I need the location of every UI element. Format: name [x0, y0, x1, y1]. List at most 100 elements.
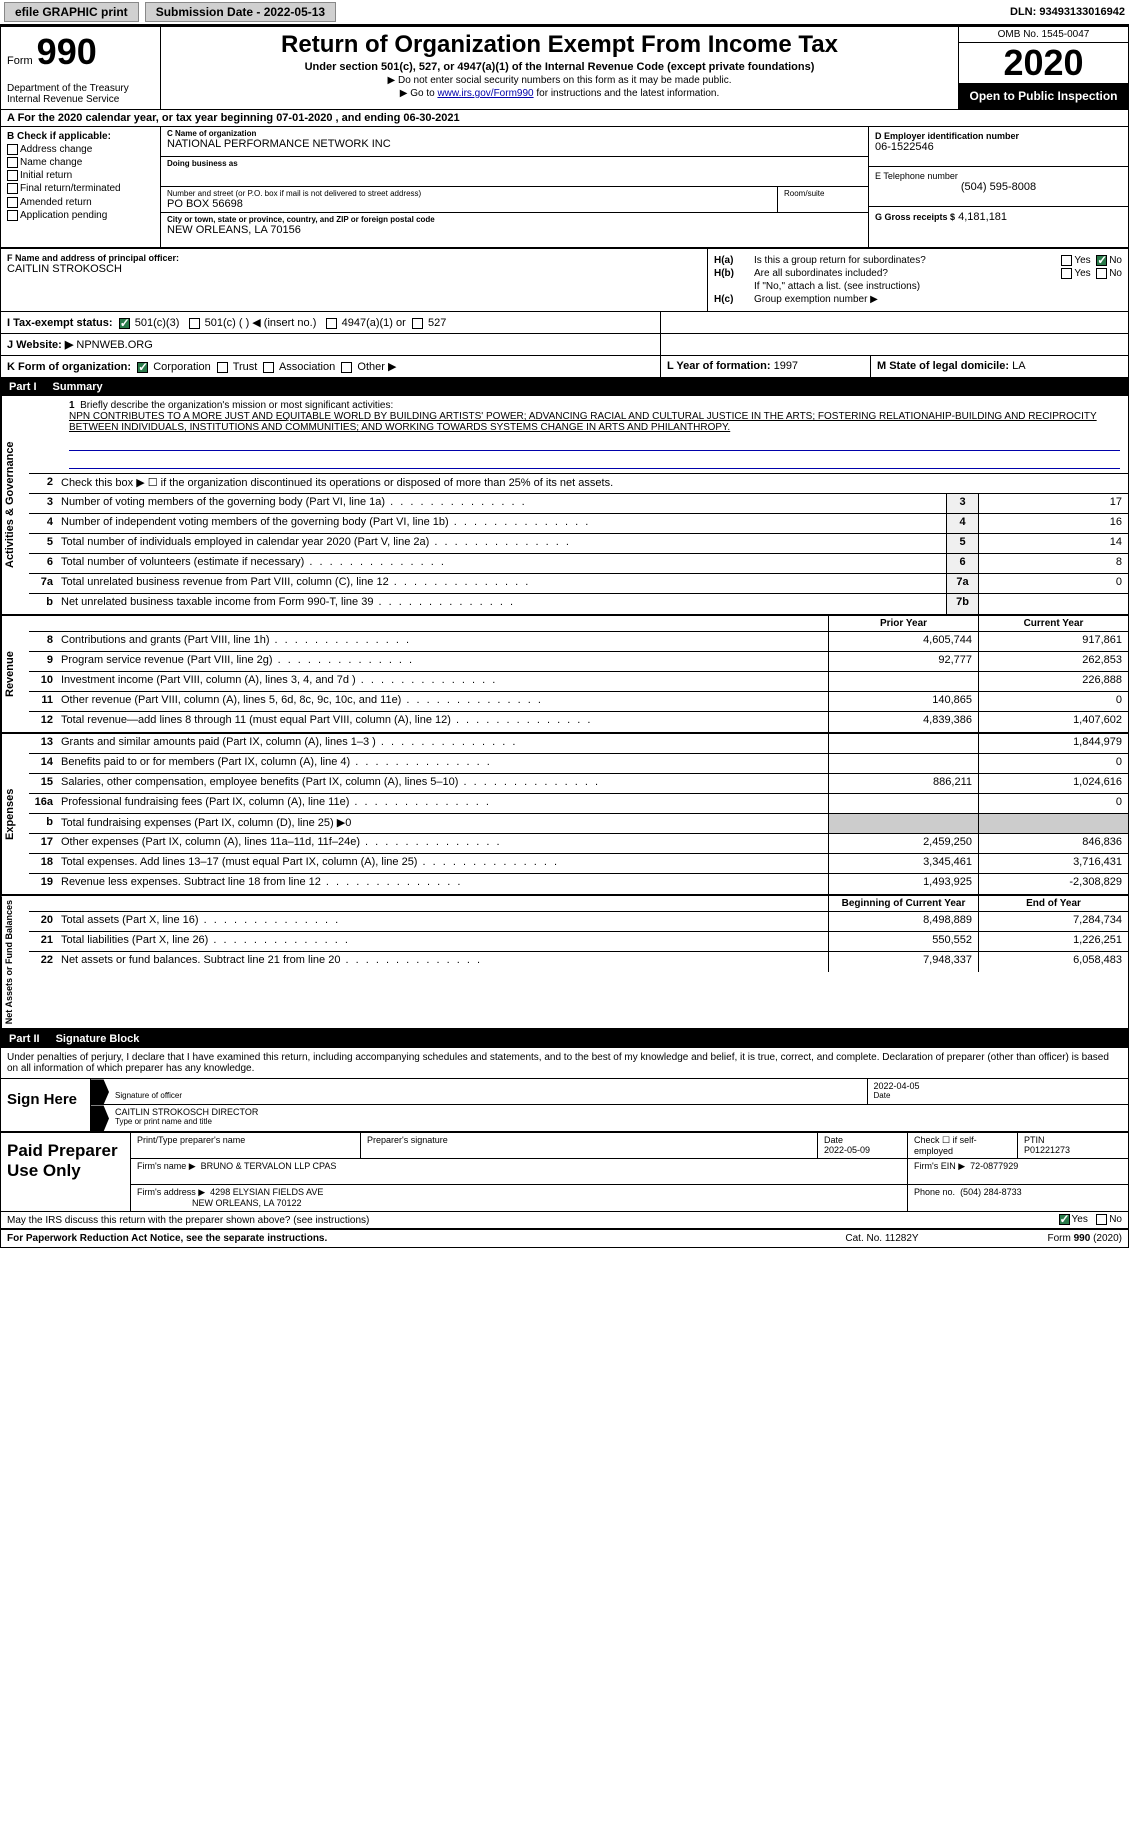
section-m: M State of legal domicile: LA [871, 356, 1128, 377]
prep-selfemp-cell[interactable]: Check ☐ if self-employed [908, 1133, 1018, 1158]
section-f: F Name and address of principal officer:… [1, 249, 708, 311]
org-name: NATIONAL PERFORMANCE NETWORK INC [167, 138, 862, 150]
firm-name-label: Firm's name ▶ [137, 1161, 196, 1171]
gov-row-4: 4 Number of independent voting members o… [29, 514, 1128, 534]
mission-text: NPN CONTRIBUTES TO A MORE JUST AND EQUIT… [69, 411, 1097, 433]
room-cell: Room/suite [778, 187, 868, 212]
street-value: PO BOX 56698 [167, 198, 771, 210]
firm-addr-1: 4298 ELYSIAN FIELDS AVE [210, 1187, 323, 1197]
b-heading: B Check if applicable: [7, 131, 154, 142]
submission-date-button[interactable]: Submission Date - 2022-05-13 [145, 2, 336, 22]
gov-row-6: 6 Total number of volunteers (estimate i… [29, 554, 1128, 574]
gov-row-2: 2 Check this box ▶ ☐ if the organization… [29, 474, 1128, 494]
cb-application-pending[interactable]: Application pending [7, 210, 154, 221]
k-label: K Form of organization: [7, 361, 131, 373]
cb-corporation[interactable] [137, 362, 148, 373]
cb-4947[interactable] [326, 318, 337, 329]
website-cell: J Website: ▶ NPNWEB.ORG [1, 334, 661, 355]
discuss-row: May the IRS discuss this return with the… [1, 1212, 1128, 1229]
ein-value: 06-1522546 [875, 141, 1122, 153]
cb-501c[interactable] [189, 318, 200, 329]
discuss-yesno[interactable]: Yes No [1059, 1214, 1122, 1225]
dba-cell: Doing business as [161, 157, 868, 187]
cb-association[interactable] [263, 362, 274, 373]
city-cell: City or town, state or province, country… [161, 213, 868, 243]
website-value: NPNWEB.ORG [76, 339, 152, 351]
phone-label: E Telephone number [875, 171, 1122, 181]
i-row: I Tax-exempt status: 501(c)(3) 501(c) ( … [1, 312, 1128, 334]
cb-amended-return[interactable]: Amended return [7, 197, 154, 208]
prior-year-hdr: Prior Year [828, 616, 978, 631]
cb-name-change[interactable]: Name change [7, 157, 154, 168]
cb-527[interactable] [412, 318, 423, 329]
firm-name: BRUNO & TERVALON LLP CPAS [201, 1161, 337, 1171]
preparer-block: Paid Preparer Use Only Print/Type prepar… [1, 1133, 1128, 1212]
firm-ein-label: Firm's EIN ▶ [914, 1161, 965, 1171]
dba-label: Doing business as [167, 159, 862, 168]
meta-block: B Check if applicable: Address change Na… [1, 127, 1128, 249]
gross-label: G Gross receipts $ [875, 212, 955, 222]
line-15: 15 Salaries, other compensation, employe… [29, 774, 1128, 794]
m-value: LA [1012, 360, 1025, 372]
l-value: 1997 [774, 360, 798, 372]
ha-yesno[interactable]: Yes No [1061, 255, 1122, 266]
prep-row-3: Firm's address ▶ 4298 ELYSIAN FIELDS AVE… [131, 1185, 1128, 1211]
ha-text: Is this a group return for subordinates? [754, 255, 1061, 266]
cb-other[interactable] [341, 362, 352, 373]
hb-yesno[interactable]: Yes No [1061, 268, 1122, 279]
form-page: Form 990 Department of the Treasury Inte… [0, 26, 1129, 1248]
line-17: 17 Other expenses (Part IX, column (A), … [29, 834, 1128, 854]
rev-vlabel: Revenue [1, 616, 29, 732]
gross-value: 4,181,181 [958, 211, 1007, 223]
form-id-box: Form 990 Department of the Treasury Inte… [1, 27, 161, 109]
na-vlabel: Net Assets or Fund Balances [1, 896, 29, 1028]
form-subtitle: Under section 501(c), 527, or 4947(a)(1)… [169, 61, 950, 73]
firm-phone-label: Phone no. [914, 1187, 955, 1197]
form-title: Return of Organization Exempt From Incom… [169, 31, 950, 59]
footer: For Paperwork Reduction Act Notice, see … [1, 1230, 1128, 1247]
gov-row-b: b Net unrelated business taxable income … [29, 594, 1128, 614]
cb-501c3[interactable] [119, 318, 130, 329]
prep-ptin-cell: PTIN P01221273 [1018, 1133, 1128, 1158]
note2-post: for instructions and the latest informat… [534, 88, 720, 99]
mission-block: 1 Briefly describe the organization's mi… [29, 396, 1128, 474]
section-l: L Year of formation: 1997 [661, 356, 871, 377]
sig-name: CAITLIN STROKOSCH DIRECTOR [115, 1107, 1122, 1117]
gov-2-desc: Check this box ▶ ☐ if the organization d… [57, 474, 1128, 493]
hb-note: If "No," attach a list. (see instruction… [754, 281, 1122, 292]
phone-value: (504) 595-8008 [875, 181, 1122, 193]
room-label: Room/suite [784, 189, 862, 198]
irs-link[interactable]: www.irs.gov/Form990 [437, 88, 533, 99]
section-deg: D Employer identification number 06-1522… [868, 127, 1128, 247]
gross-cell: G Gross receipts $ 4,181,181 [869, 207, 1128, 247]
cb-final-return[interactable]: Final return/terminated [7, 183, 154, 194]
mission-label: Briefly describe the organization's miss… [80, 400, 393, 411]
sig-row-1: Signature of officer 2022-04-05 Date [91, 1079, 1128, 1105]
opt-501c3: 501(c)(3) [135, 317, 180, 329]
efile-print-button[interactable]: efile GRAPHIC print [4, 2, 139, 22]
prep-row-1: Print/Type preparer's name Preparer's si… [131, 1133, 1128, 1159]
line-18: 18 Total expenses. Add lines 13–17 (must… [29, 854, 1128, 874]
exp-section: Expenses 13 Grants and similar amounts p… [1, 734, 1128, 896]
cb-trust[interactable] [217, 362, 228, 373]
form-word: Form [7, 55, 33, 67]
i-label: I Tax-exempt status: [7, 317, 113, 329]
goto-note: ▶ Go to www.irs.gov/Form990 for instruct… [169, 88, 950, 99]
part1-num: Part I [9, 381, 37, 393]
line-12: 12 Total revenue—add lines 8 through 11 … [29, 712, 1128, 732]
opt-527: 527 [428, 317, 446, 329]
cb-initial-return[interactable]: Initial return [7, 170, 154, 181]
cb-address-change[interactable]: Address change [7, 144, 154, 155]
line-10: 10 Investment income (Part VIII, column … [29, 672, 1128, 692]
street-row: Number and street (or P.O. box if mail i… [161, 187, 868, 213]
year-box: OMB No. 1545-0047 2020 Open to Public In… [958, 27, 1128, 109]
hb-text: Are all subordinates included? [754, 268, 1061, 279]
city-value: NEW ORLEANS, LA 70156 [167, 224, 862, 236]
street-cell: Number and street (or P.O. box if mail i… [161, 187, 778, 212]
line-16a: 16a Professional fundraising fees (Part … [29, 794, 1128, 814]
gov-vlabel: Activities & Governance [1, 396, 29, 614]
hb-label: H(b) [714, 268, 754, 279]
klm-row: K Form of organization: Corporation Trus… [1, 356, 1128, 378]
j-label: J Website: ▶ [7, 339, 73, 351]
hc-label: H(c) [714, 294, 754, 305]
